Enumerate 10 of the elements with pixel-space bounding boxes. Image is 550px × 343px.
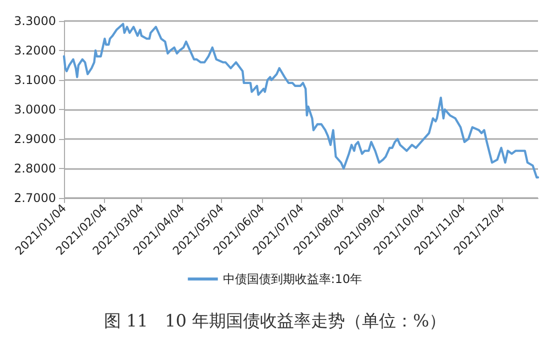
y-tick-label: 3.2000 [14,44,56,58]
line-series [62,22,540,178]
y-tick-label: 2.8000 [14,162,56,176]
y-tick-label: 3.0000 [14,102,56,116]
y-tick-label: 3.3000 [14,14,56,28]
text: 图 11 10 年期国债收益率走势（单位：%） [104,312,446,332]
legend-label: 中债国债到期收益率:10年 [222,272,362,286]
y-tick-label: 3.1000 [14,73,56,87]
y-tick-label: 2.9000 [14,132,56,146]
y-tick-label: 2.7000 [14,191,56,205]
